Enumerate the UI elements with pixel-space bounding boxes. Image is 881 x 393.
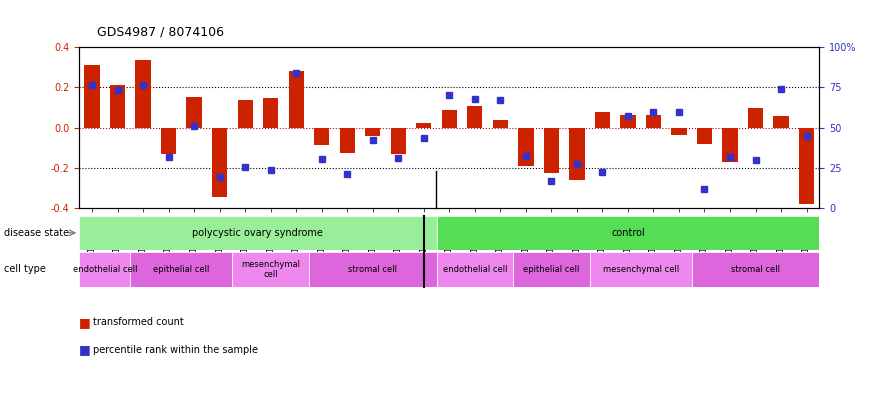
Text: percentile rank within the sample: percentile rank within the sample (93, 345, 257, 355)
Text: mesenchymal cell: mesenchymal cell (603, 265, 679, 274)
Bar (595, 112, 610, 128)
Bar (518, 128, 534, 166)
Bar (365, 128, 381, 136)
Bar (722, 128, 737, 162)
Text: cell type: cell type (4, 264, 47, 274)
FancyBboxPatch shape (79, 216, 437, 250)
Bar (161, 128, 176, 154)
Text: ■: ■ (79, 343, 91, 356)
FancyBboxPatch shape (437, 216, 819, 250)
Bar (390, 128, 406, 154)
Bar (492, 119, 508, 128)
FancyBboxPatch shape (79, 252, 130, 287)
Bar (774, 116, 788, 128)
Bar (314, 128, 329, 145)
Text: mesenchymal
cell: mesenchymal cell (241, 259, 300, 279)
FancyBboxPatch shape (692, 252, 819, 287)
Text: ■: ■ (79, 316, 91, 329)
Bar (620, 115, 635, 128)
Bar (697, 128, 712, 144)
Bar (671, 128, 686, 135)
FancyBboxPatch shape (589, 252, 692, 287)
Bar (289, 71, 304, 128)
Bar (569, 128, 585, 180)
Bar (441, 110, 457, 128)
Bar (187, 97, 202, 128)
Bar (238, 99, 253, 128)
Bar (799, 128, 814, 204)
Bar (544, 128, 559, 173)
Text: transformed count: transformed count (93, 317, 183, 327)
Bar (136, 60, 151, 128)
Text: stromal cell: stromal cell (731, 265, 780, 274)
Bar (646, 115, 661, 128)
Text: control: control (611, 228, 645, 238)
Bar (110, 85, 125, 128)
Text: endothelial cell: endothelial cell (442, 265, 507, 274)
Text: endothelial cell: endothelial cell (72, 265, 137, 274)
Bar (748, 108, 763, 128)
Text: stromal cell: stromal cell (348, 265, 397, 274)
Text: GDS4987 / 8074106: GDS4987 / 8074106 (97, 26, 224, 39)
Bar (467, 106, 483, 128)
FancyBboxPatch shape (437, 252, 513, 287)
FancyBboxPatch shape (513, 252, 589, 287)
FancyBboxPatch shape (233, 252, 309, 287)
Bar (212, 128, 227, 197)
FancyBboxPatch shape (130, 252, 233, 287)
Bar (85, 65, 100, 128)
Text: epithelial cell: epithelial cell (523, 265, 580, 274)
Text: epithelial cell: epithelial cell (153, 265, 210, 274)
Bar (339, 128, 355, 153)
Bar (263, 97, 278, 128)
Text: disease state: disease state (4, 228, 70, 238)
Text: polycystic ovary syndrome: polycystic ovary syndrome (192, 228, 323, 238)
Bar (416, 123, 432, 128)
FancyBboxPatch shape (309, 252, 437, 287)
